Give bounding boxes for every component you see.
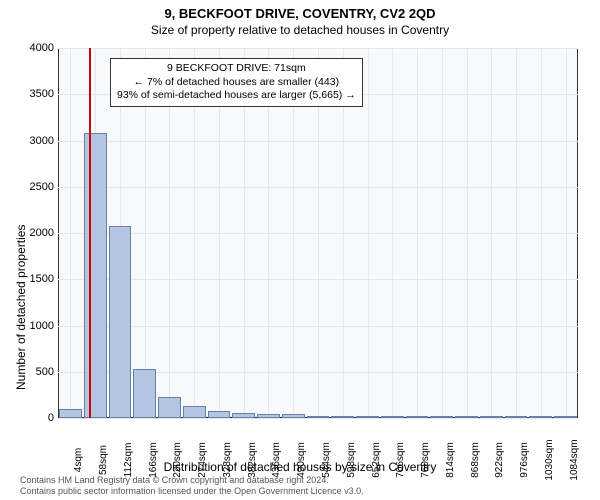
annotation-line2: ← 7% of detached houses are smaller (443… — [117, 76, 356, 90]
histogram-bar — [381, 416, 404, 418]
annotation-line3: 93% of semi-detached houses are larger (… — [117, 89, 356, 103]
x-tick-label: 976sqm — [519, 442, 530, 478]
chart-title-sub: Size of property relative to detached ho… — [0, 21, 600, 37]
histogram-bar — [430, 416, 453, 418]
x-tick-label: 1030sqm — [544, 439, 555, 480]
x-tick-label: 112sqm — [123, 443, 134, 478]
y-tick-label: 1500 — [0, 273, 54, 285]
histogram-bar — [406, 416, 429, 418]
histogram-bar — [455, 416, 478, 418]
y-tick-label: 1000 — [0, 320, 54, 332]
footer-attribution: Contains HM Land Registry data © Crown c… — [20, 475, 364, 497]
histogram-bar — [307, 416, 330, 418]
histogram-bar — [480, 416, 503, 418]
x-tick-label: 544sqm — [321, 442, 332, 478]
x-tick-label: 382sqm — [247, 442, 258, 478]
gridline-vertical — [491, 48, 492, 418]
x-tick-label: 1084sqm — [569, 439, 580, 480]
histogram-bar — [554, 416, 577, 418]
histogram-bar — [282, 414, 305, 418]
y-tick-label: 2000 — [0, 227, 54, 239]
y-tick-label: 4000 — [0, 42, 54, 54]
histogram-bar — [356, 416, 379, 418]
histogram-bar — [133, 369, 156, 418]
x-tick-label: 490sqm — [296, 442, 307, 478]
histogram-bar — [84, 133, 107, 418]
footer-line1: Contains HM Land Registry data © Crown c… — [20, 475, 364, 486]
gridline-vertical — [541, 48, 542, 418]
x-tick-label: 58sqm — [98, 445, 109, 475]
histogram-bar — [109, 226, 132, 418]
x-tick-label: 652sqm — [371, 442, 382, 478]
histogram-bar — [505, 416, 528, 418]
gridline-horizontal — [58, 418, 578, 419]
gridline-vertical — [417, 48, 418, 418]
y-tick-label: 3000 — [0, 135, 54, 147]
chart-title-main: 9, BECKFOOT DRIVE, COVENTRY, CV2 2QD — [0, 0, 600, 21]
x-tick-label: 4sqm — [73, 448, 84, 472]
x-tick-label: 436sqm — [271, 442, 282, 478]
histogram-bar — [257, 414, 280, 418]
gridline-vertical — [566, 48, 567, 418]
x-tick-label: 274sqm — [197, 442, 208, 478]
x-tick-label: 220sqm — [172, 442, 183, 478]
y-tick-label: 500 — [0, 366, 54, 378]
gridline-vertical — [467, 48, 468, 418]
y-tick-label: 3500 — [0, 88, 54, 100]
footer-line2: Contains public sector information licen… — [20, 486, 364, 497]
x-tick-label: 328sqm — [222, 442, 233, 478]
gridline-vertical — [70, 48, 71, 418]
gridline-vertical — [442, 48, 443, 418]
gridline-vertical — [368, 48, 369, 418]
x-tick-label: 706sqm — [395, 442, 406, 478]
histogram-bar — [158, 397, 181, 418]
x-tick-label: 814sqm — [445, 442, 456, 478]
annotation-callout: 9 BECKFOOT DRIVE: 71sqm ← 7% of detached… — [110, 58, 363, 107]
y-tick-label: 0 — [0, 412, 54, 424]
histogram-bar — [232, 413, 255, 418]
x-tick-label: 922sqm — [494, 442, 505, 478]
property-marker-line — [89, 48, 91, 418]
y-tick-label: 2500 — [0, 181, 54, 193]
x-tick-label: 598sqm — [346, 442, 357, 478]
histogram-bar — [59, 409, 82, 418]
annotation-line1: 9 BECKFOOT DRIVE: 71sqm — [117, 62, 356, 76]
gridline-vertical — [516, 48, 517, 418]
gridline-vertical — [392, 48, 393, 418]
x-tick-label: 166sqm — [148, 442, 159, 478]
histogram-bar — [183, 406, 206, 418]
histogram-bar — [331, 416, 354, 418]
histogram-bar — [529, 416, 552, 418]
x-tick-label: 760sqm — [420, 442, 431, 478]
histogram-bar — [208, 411, 231, 418]
x-tick-label: 868sqm — [470, 442, 481, 478]
